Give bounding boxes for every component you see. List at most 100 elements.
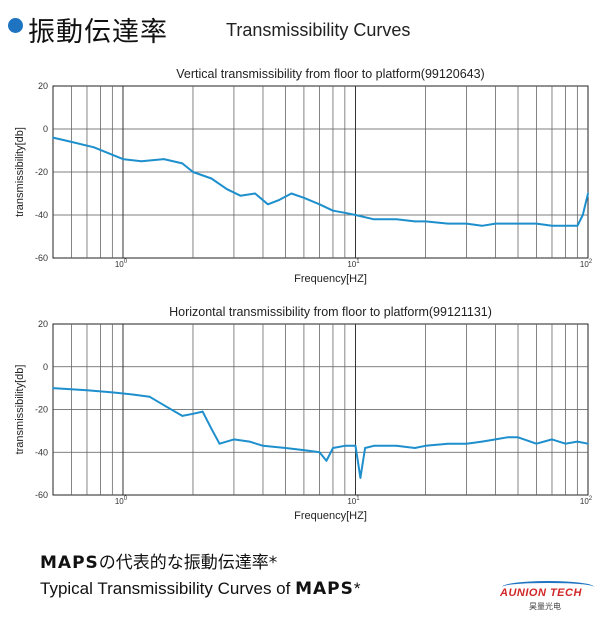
footer-caption-en: Typical Transmissibility Curves of MAPS* — [40, 579, 360, 599]
x-tick-label: 100 — [115, 496, 128, 506]
y-tick-label: 20 — [38, 81, 48, 91]
data-point — [266, 203, 269, 206]
data-point — [517, 436, 519, 439]
data-point — [481, 224, 483, 227]
data-point — [373, 444, 375, 447]
data-point — [226, 188, 228, 191]
data-point — [210, 177, 213, 180]
data-point — [354, 214, 357, 216]
data-point — [424, 220, 427, 223]
data-point — [506, 436, 509, 439]
data-point — [163, 404, 165, 407]
page-title-en: Transmissibility Curves — [226, 20, 411, 40]
data-point — [551, 438, 553, 441]
data-point — [564, 224, 567, 227]
data-point — [581, 214, 584, 216]
y-tick-label: -40 — [35, 210, 48, 220]
data-point — [413, 220, 416, 223]
footer-caption-jp-text: の代表的な振動伝達率* — [98, 553, 278, 573]
data-point — [290, 192, 293, 195]
maps-brand: MAPS — [295, 579, 354, 599]
data-point — [447, 442, 449, 445]
transmissibility-series-line — [52, 136, 589, 227]
maps-brand: MAPS — [40, 553, 99, 573]
footer-caption-en-suffix: * — [353, 579, 361, 598]
data-point — [587, 192, 589, 195]
data-point — [576, 224, 579, 227]
data-point — [86, 389, 88, 392]
data-point — [248, 440, 251, 443]
x-tick-label: 102 — [580, 496, 593, 506]
data-point — [517, 222, 519, 225]
vertical-transmissibility-chart: Vertical transmissibility from floor to … — [14, 67, 593, 285]
company-logo: AUNION TECH 昊量光电 — [496, 580, 602, 614]
y-tick-label: -20 — [35, 167, 48, 177]
y-tick-label: -20 — [35, 405, 48, 415]
data-point — [332, 209, 334, 212]
chart-title: Vertical transmissibility from floor to … — [176, 67, 484, 81]
x-tick-label: 101 — [347, 259, 360, 269]
data-point — [111, 153, 114, 156]
header: 振動伝達率 Transmissibility Curves — [8, 8, 598, 48]
y-tick-label: 0 — [43, 124, 48, 134]
data-point — [201, 410, 204, 413]
data-point — [424, 444, 427, 447]
data-point — [181, 415, 184, 417]
horizontal-transmissibility-chart: Horizontal transmissibility from floor t… — [14, 305, 593, 522]
data-point — [332, 447, 334, 449]
data-point — [163, 158, 165, 160]
transmissibility-series-line — [52, 387, 589, 479]
data-point — [535, 222, 538, 225]
y-tick-label: 0 — [43, 362, 48, 372]
logo-swoosh-icon — [502, 581, 594, 593]
data-point — [465, 442, 468, 445]
data-point — [343, 211, 346, 214]
data-point — [318, 203, 321, 206]
data-point — [551, 224, 553, 227]
data-point — [111, 391, 114, 394]
data-point — [413, 447, 416, 449]
logo-sub-text: 昊量光电 — [529, 602, 561, 611]
data-point — [233, 438, 235, 441]
data-point — [70, 141, 73, 143]
data-point — [447, 222, 449, 225]
data-point — [494, 438, 497, 441]
data-point — [354, 444, 357, 447]
data-point — [564, 442, 567, 445]
data-point — [239, 194, 242, 197]
y-tick-label: -40 — [35, 447, 48, 457]
data-point — [284, 447, 287, 449]
data-point — [343, 444, 346, 447]
y-tick-label: -60 — [35, 490, 48, 500]
data-point — [318, 451, 321, 454]
x-axis-label: Frequency[HZ] — [294, 273, 367, 285]
data-point — [210, 427, 213, 430]
data-point — [122, 158, 124, 160]
data-point — [481, 440, 483, 443]
data-point — [465, 222, 468, 225]
bullet-dot-icon — [8, 18, 23, 33]
data-point — [93, 146, 95, 149]
y-tick-label: 20 — [38, 319, 48, 329]
data-point — [192, 171, 194, 173]
x-tick-label: 101 — [347, 496, 360, 506]
data-point — [52, 387, 54, 390]
data-point — [494, 222, 497, 225]
chart-title: Horizontal transmissibility from floor t… — [169, 305, 492, 319]
data-point — [364, 447, 367, 449]
y-tick-label: -60 — [35, 253, 48, 263]
data-point — [303, 196, 305, 199]
data-point — [278, 199, 281, 201]
data-point — [395, 218, 398, 221]
data-point — [587, 442, 589, 445]
x-axis-label: Frequency[HZ] — [294, 510, 367, 522]
data-point — [535, 442, 538, 445]
data-point — [181, 162, 184, 165]
data-point — [148, 395, 151, 398]
data-point — [262, 444, 264, 447]
data-point — [576, 440, 579, 443]
y-axis-label: transmissibility[db] — [14, 365, 26, 455]
footer-caption-jp: MAPSの代表的な振動伝達率* — [40, 548, 277, 573]
data-point — [192, 412, 194, 415]
data-point — [303, 449, 305, 452]
